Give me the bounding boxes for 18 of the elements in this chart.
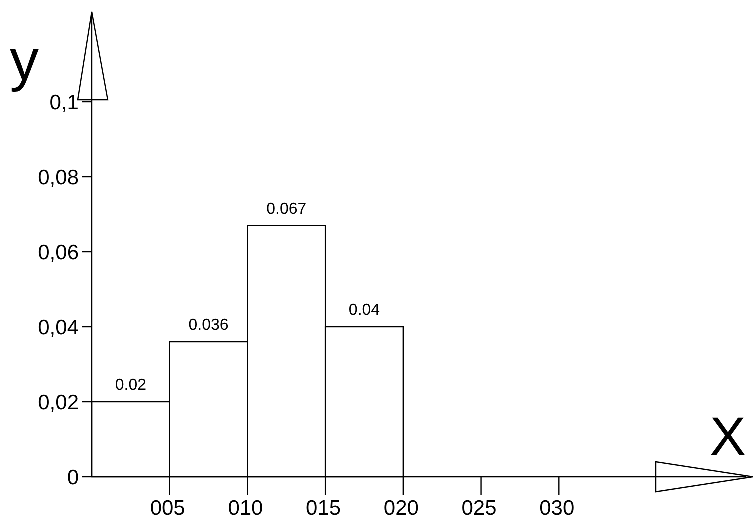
data-label: 0.036 [188, 317, 229, 334]
y-tick-label: 0 [67, 466, 79, 490]
y-tick-label: 0,02 [38, 391, 79, 414]
x-tick-label: 015 [306, 497, 342, 520]
y-axis-title: y [10, 28, 39, 93]
y-tick-label: 0,08 [38, 166, 79, 190]
y-tick-label: 0,06 [38, 241, 79, 264]
data-label: 0.04 [348, 302, 380, 319]
data-label: 0.067 [266, 200, 307, 218]
x-tick-label: 025 [462, 497, 497, 520]
x-tick-label: 010 [228, 497, 264, 520]
x-tick-label: 005 [150, 497, 186, 520]
y-tick-label: 0,1 [50, 91, 79, 114]
data-label: 0.02 [115, 377, 147, 394]
x-axis-title: X [710, 407, 746, 467]
y-tick-label: 0,04 [38, 316, 80, 340]
x-tick-label: 020 [384, 497, 419, 520]
x-tick-label: 030 [540, 497, 575, 520]
